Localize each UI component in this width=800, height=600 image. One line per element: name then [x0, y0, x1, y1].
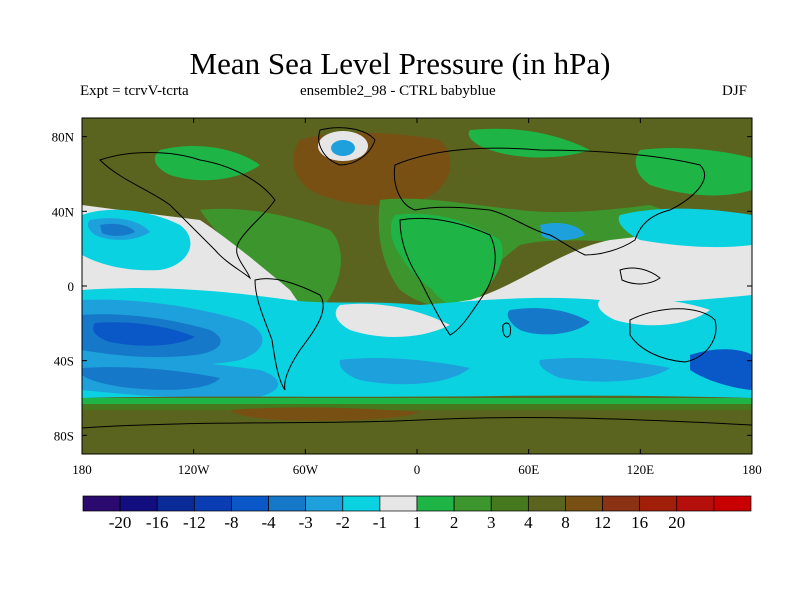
colorbar-swatch	[231, 495, 269, 512]
colorbar-label: 8	[561, 513, 570, 532]
experiment-label: Expt = tcrvV-tcrta	[80, 83, 189, 99]
colorbar-swatch	[156, 495, 195, 512]
y-tick-label: 80S	[54, 428, 74, 443]
colorbar-swatch	[490, 495, 529, 512]
field-blue-npac-core	[100, 223, 135, 236]
colorbar-swatch	[676, 495, 715, 512]
y-tick-label: 40N	[52, 204, 75, 219]
colorbar-swatch	[193, 495, 232, 512]
colorbar: -20 -16 -12 -8 -4 -3 -2 -1 1 2 3 4 8 12 16 20	[82, 495, 752, 532]
x-tick-label: 120E	[627, 462, 655, 477]
field-blue-sopac-core	[82, 367, 220, 390]
coastlines	[82, 127, 752, 429]
colorbar-label: 16	[631, 513, 648, 532]
colorbar-swatch	[639, 495, 678, 512]
field-antarctic-edge-green	[82, 398, 752, 404]
colorbar-label: 20	[668, 513, 685, 532]
field-blue-ind	[507, 308, 590, 335]
colorbar-swatch	[305, 495, 344, 512]
field-blue-tasman	[690, 349, 752, 390]
field-neutral-satl	[335, 303, 450, 337]
y-tick-label: 0	[68, 279, 75, 294]
plot-title: Mean Sea Level Pressure (in hPa)	[189, 46, 611, 81]
colorbar-swatch	[268, 495, 307, 512]
x-tick-label: 60E	[518, 462, 539, 477]
field-antarctic-edge-dark	[82, 404, 752, 410]
x-tick-label: 180	[72, 462, 92, 477]
field-greenland-core	[331, 140, 355, 156]
colorbar-label: 2	[450, 513, 459, 532]
field-blue-spac-core	[93, 322, 195, 346]
field-green-patch-3	[635, 147, 752, 196]
season-label: DJF	[722, 83, 748, 99]
field-blue-sind	[539, 357, 670, 382]
field-blue-satl	[339, 357, 470, 385]
x-tick-label: 0	[414, 462, 421, 477]
pressure-field	[82, 118, 752, 454]
x-tick-label: 60W	[293, 462, 319, 477]
ensemble-label: ensemble2_98 - CTRL babyblue	[300, 83, 496, 99]
axis-ticks: 180 120W 60W 0 60E 120E 180 80N 40N 0 40S 80S	[52, 118, 762, 477]
colorbar-swatch	[82, 495, 121, 512]
colorbar-label: -16	[146, 513, 169, 532]
colorbar-swatch	[565, 495, 603, 512]
colorbar-label: 1	[413, 513, 422, 532]
field-cyan-nwpac	[618, 208, 752, 248]
field-green-africa-core	[419, 228, 495, 305]
colorbar-label: 4	[524, 513, 533, 532]
colorbar-swatch	[342, 495, 381, 512]
field-green-atlantic	[200, 208, 341, 314]
colorbar-label: 3	[487, 513, 496, 532]
colorbar-swatch	[119, 495, 158, 512]
colorbar-label: -12	[183, 513, 206, 532]
colorbar-label: -8	[224, 513, 238, 532]
colorbar-swatch	[453, 495, 492, 512]
colorbar-label: 12	[594, 513, 611, 532]
colorbar-label: -2	[336, 513, 350, 532]
y-tick-label: 80N	[52, 130, 75, 145]
colorbar-swatch	[416, 495, 455, 512]
x-tick-label: 180	[742, 462, 762, 477]
colorbar-swatch	[527, 495, 566, 512]
field-green-patch-1	[154, 145, 260, 181]
colorbar-label: -3	[299, 513, 313, 532]
field-antarctic-core	[230, 407, 420, 421]
colorbar-swatch	[713, 495, 752, 512]
colorbar-label: -20	[109, 513, 132, 532]
colorbar-label: -4	[261, 513, 276, 532]
colorbar-swatch	[602, 495, 641, 512]
x-tick-label: 120W	[178, 462, 211, 477]
colorbar-label: -1	[373, 513, 387, 532]
colorbar-swatch	[379, 495, 418, 512]
y-tick-label: 40S	[54, 354, 74, 369]
